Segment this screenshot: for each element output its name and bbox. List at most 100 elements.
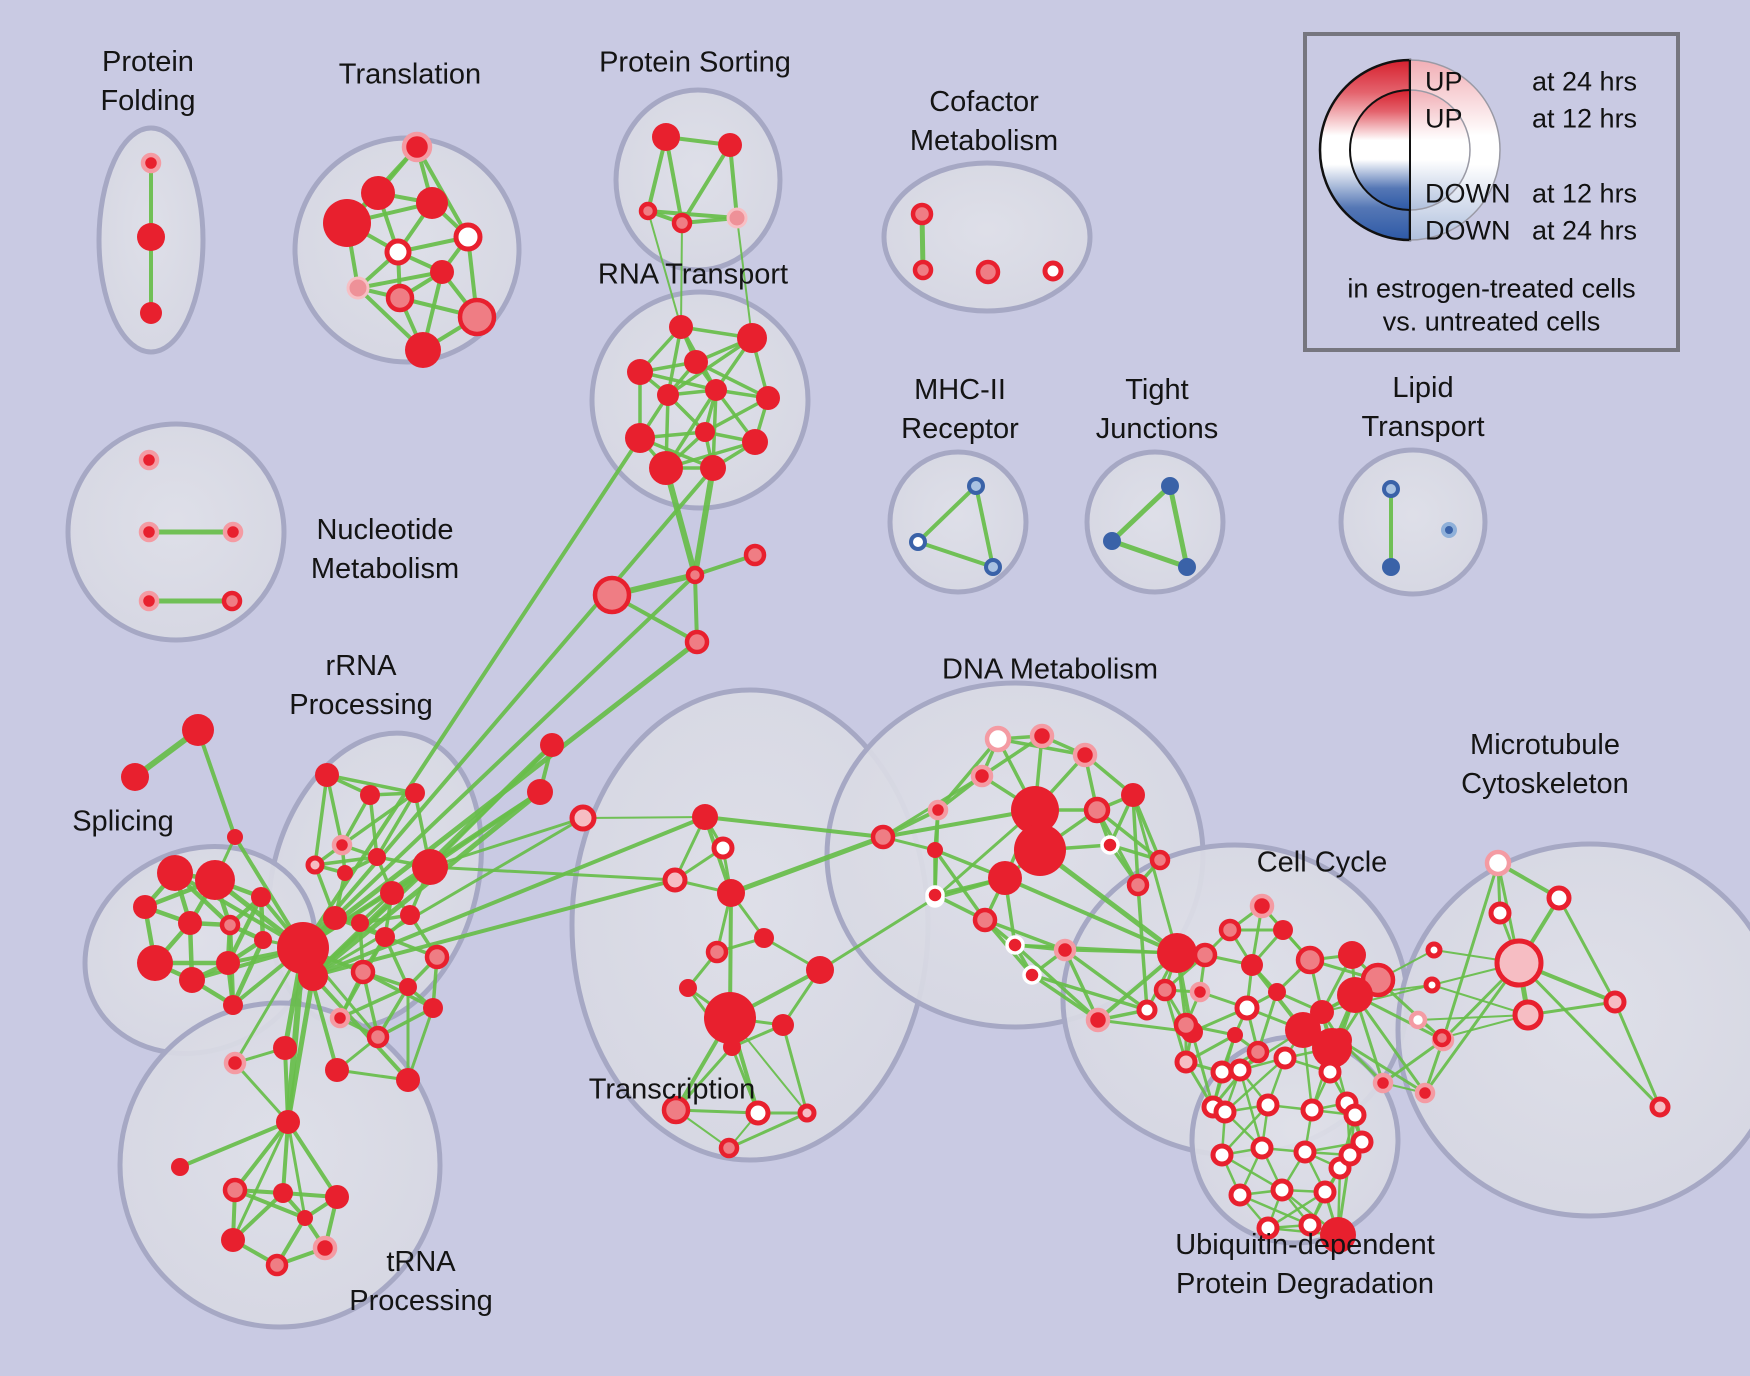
edge: [680, 222, 683, 328]
edge: [340, 791, 417, 847]
node-ub-189: [1320, 1217, 1356, 1253]
node-tr-3: [401, 131, 433, 163]
node-ti-55: [227, 829, 243, 845]
node-ub-187: [1256, 1216, 1280, 1240]
edge: [933, 848, 987, 922]
edge: [1220, 1153, 1284, 1192]
node-cc-144: [1249, 893, 1275, 919]
node-lt-46: [1382, 558, 1400, 576]
node-rr-84: [424, 944, 450, 970]
node-dm-124: [927, 799, 949, 821]
node-rt-33: [649, 451, 683, 485]
node-ub-174: [1273, 1046, 1297, 1070]
node-dm-123: [970, 764, 994, 788]
edge: [1030, 973, 1149, 1012]
node-dm-125: [1121, 783, 1145, 807]
node-pf-1: [137, 223, 165, 251]
node-dm-121: [1029, 723, 1055, 749]
edge: [936, 737, 1000, 812]
node-tr-4: [361, 176, 395, 210]
node-ub-172: [1312, 1028, 1352, 1068]
node-tx-108: [679, 979, 697, 997]
edge: [406, 1006, 435, 1082]
node-rr-72: [331, 834, 353, 856]
node-rr-77: [380, 881, 404, 905]
legend-up-12-label: UP: [1425, 103, 1463, 134]
node-rt-28: [705, 379, 727, 401]
node-ti-53: [182, 714, 214, 746]
node-cc-148: [1241, 954, 1263, 976]
edge: [428, 790, 542, 869]
node-ti-54: [121, 763, 149, 791]
cluster-label-cofactor: Cofactor Metabolism: [909, 86, 1059, 157]
node-rr-75: [337, 865, 353, 881]
edge: [703, 815, 885, 839]
node-rr-87: [329, 1007, 351, 1029]
node-cc-154: [1173, 1012, 1199, 1038]
node-cc-149: [1295, 945, 1325, 975]
edge: [1338, 1038, 1427, 1095]
node-ub-180: [1210, 1143, 1234, 1167]
edge: [301, 436, 642, 950]
edge: [313, 855, 379, 867]
node-rt-34: [700, 455, 726, 481]
node-dm-137: [1053, 938, 1077, 962]
node-ub-175: [1318, 1060, 1342, 1084]
node-rt-30: [695, 422, 715, 442]
node-lt-45: [1382, 480, 1400, 498]
cluster-label-rna-transport: RNA Transport: [597, 258, 789, 291]
node-rr-86: [366, 1025, 390, 1049]
edge: [231, 1120, 290, 1242]
node-rr-76: [412, 849, 448, 885]
edge: [1190, 1030, 1215, 1109]
legend-down-12-time: at 12 hrs: [1532, 178, 1638, 209]
node-tj-44: [1178, 558, 1196, 576]
edge: [727, 1111, 809, 1150]
node-ub-185: [1270, 1178, 1294, 1202]
node-cc-150: [1153, 978, 1177, 1002]
node-tr-12: [457, 297, 497, 337]
node-ub-182: [1293, 1140, 1317, 1164]
node-rr-74: [368, 848, 386, 866]
edge: [230, 937, 266, 1008]
node-dm-127: [1011, 786, 1059, 834]
edge: [1321, 984, 1433, 1013]
node-nm-52: [221, 590, 243, 612]
node-dm-128: [1014, 824, 1066, 876]
edge: [1167, 483, 1190, 570]
edge: [225, 894, 264, 966]
edge: [1037, 847, 1180, 956]
legend-box: UP at 24 hrs UP at 12 hrs DOWN at 12 hrs…: [1303, 32, 1680, 352]
edge: [356, 270, 444, 290]
node-tn-100: [297, 1210, 313, 1226]
edge: [1441, 861, 1500, 1042]
legend-down-24-time: at 24 hrs: [1532, 215, 1638, 246]
node-tx-110: [772, 1014, 794, 1036]
node-cc-153: [1268, 983, 1286, 1001]
node-ps-18: [726, 207, 748, 229]
edge: [818, 896, 937, 972]
node-mt-196: [1425, 941, 1443, 959]
cluster-label-microtubule: Microtubule Cytoskeleton: [1461, 729, 1629, 800]
node-rr-80: [351, 914, 369, 932]
edge: [728, 143, 739, 220]
node-sp-56: [157, 855, 193, 891]
edge: [1030, 973, 1100, 1022]
node-ub-173: [1228, 1058, 1252, 1082]
node-tr-9: [430, 260, 454, 284]
legend-up-24-label: UP: [1425, 66, 1463, 97]
legend-caption-line2: vs. untreated cells: [1382, 306, 1601, 337]
node-rr-71: [405, 783, 425, 803]
node-mh-39: [967, 477, 985, 495]
node-ub-181: [1250, 1136, 1274, 1160]
edge: [1431, 984, 1529, 1016]
edge: [736, 217, 753, 339]
node-sp-63: [179, 967, 205, 993]
edge: [286, 1120, 307, 1220]
node-tn2-91: [273, 1036, 297, 1060]
cluster-ellipse-mhc-ii-receptor: [887, 449, 1029, 595]
edge: [311, 816, 585, 978]
node-mt-190: [1484, 849, 1512, 877]
node-tx-113: [745, 1100, 771, 1126]
